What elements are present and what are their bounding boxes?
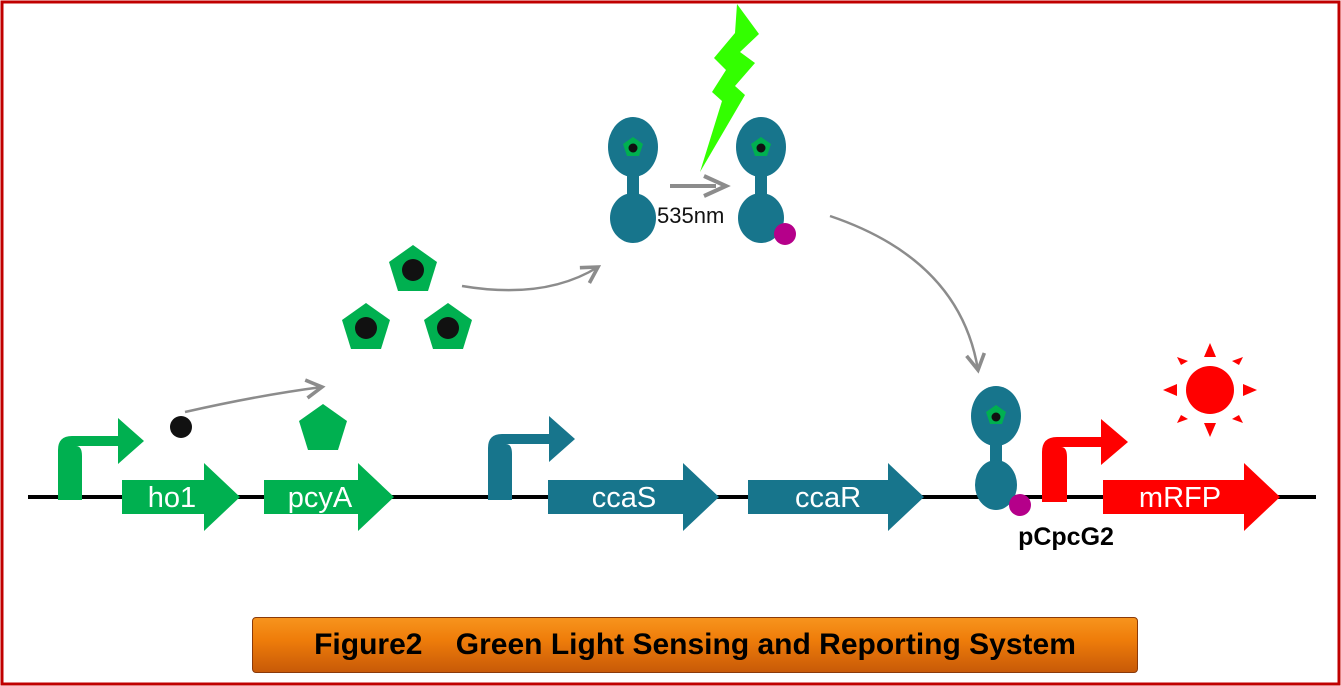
- gene-ho1-label: ho1: [148, 482, 196, 514]
- gene-ccaS: ccaS: [548, 463, 719, 531]
- gene-pcyA-label: pcyA: [288, 482, 353, 514]
- sensor-protein-active-icon: [736, 117, 796, 245]
- promoter-arrow-icon: [58, 418, 144, 500]
- light-bolt-icon: [700, 4, 759, 172]
- caption-title: Green Light Sensing and Reporting System: [455, 628, 1076, 661]
- gene-mRFP: mRFP: [1103, 463, 1280, 531]
- promoter-arrow-icon: [488, 416, 575, 500]
- phosphate-dot-icon: [1009, 494, 1031, 516]
- binding-arrow: [461, 265, 602, 292]
- bound-regulator-icon: [971, 386, 1031, 516]
- chromophore-icon: [342, 303, 390, 349]
- figure-caption: Figure2 Green Light Sensing and Reportin…: [252, 617, 1138, 673]
- gene-mRFP-label: mRFP: [1139, 482, 1221, 514]
- gene-ccaS-label: ccaS: [592, 482, 656, 514]
- regulation-arrow: [829, 214, 987, 374]
- heme-dot-icon: [170, 416, 192, 438]
- activation-arrow-head: [703, 174, 731, 198]
- gene-ccaR-label: ccaR: [795, 482, 861, 514]
- sun-icon: [1163, 343, 1257, 437]
- bilin-pentagon-icon: [299, 404, 347, 450]
- promoter-pCpcG2-label: pCpcG2: [1018, 523, 1114, 551]
- caption-figure-number: Figure2: [314, 628, 423, 661]
- gene-ccaR: ccaR: [748, 463, 924, 531]
- wavelength-label: 535nm: [657, 203, 724, 228]
- promoter-arrow-icon: [1042, 419, 1128, 502]
- synthesis-arrow: [184, 378, 326, 414]
- sensor-protein-icon: [608, 117, 658, 243]
- chromophore-icon: [389, 245, 437, 291]
- phosphate-dot-icon: [774, 223, 796, 245]
- chromophore-icon: [424, 303, 472, 349]
- gene-pcyA: pcyA: [264, 463, 394, 531]
- gene-ho1: ho1: [122, 463, 240, 531]
